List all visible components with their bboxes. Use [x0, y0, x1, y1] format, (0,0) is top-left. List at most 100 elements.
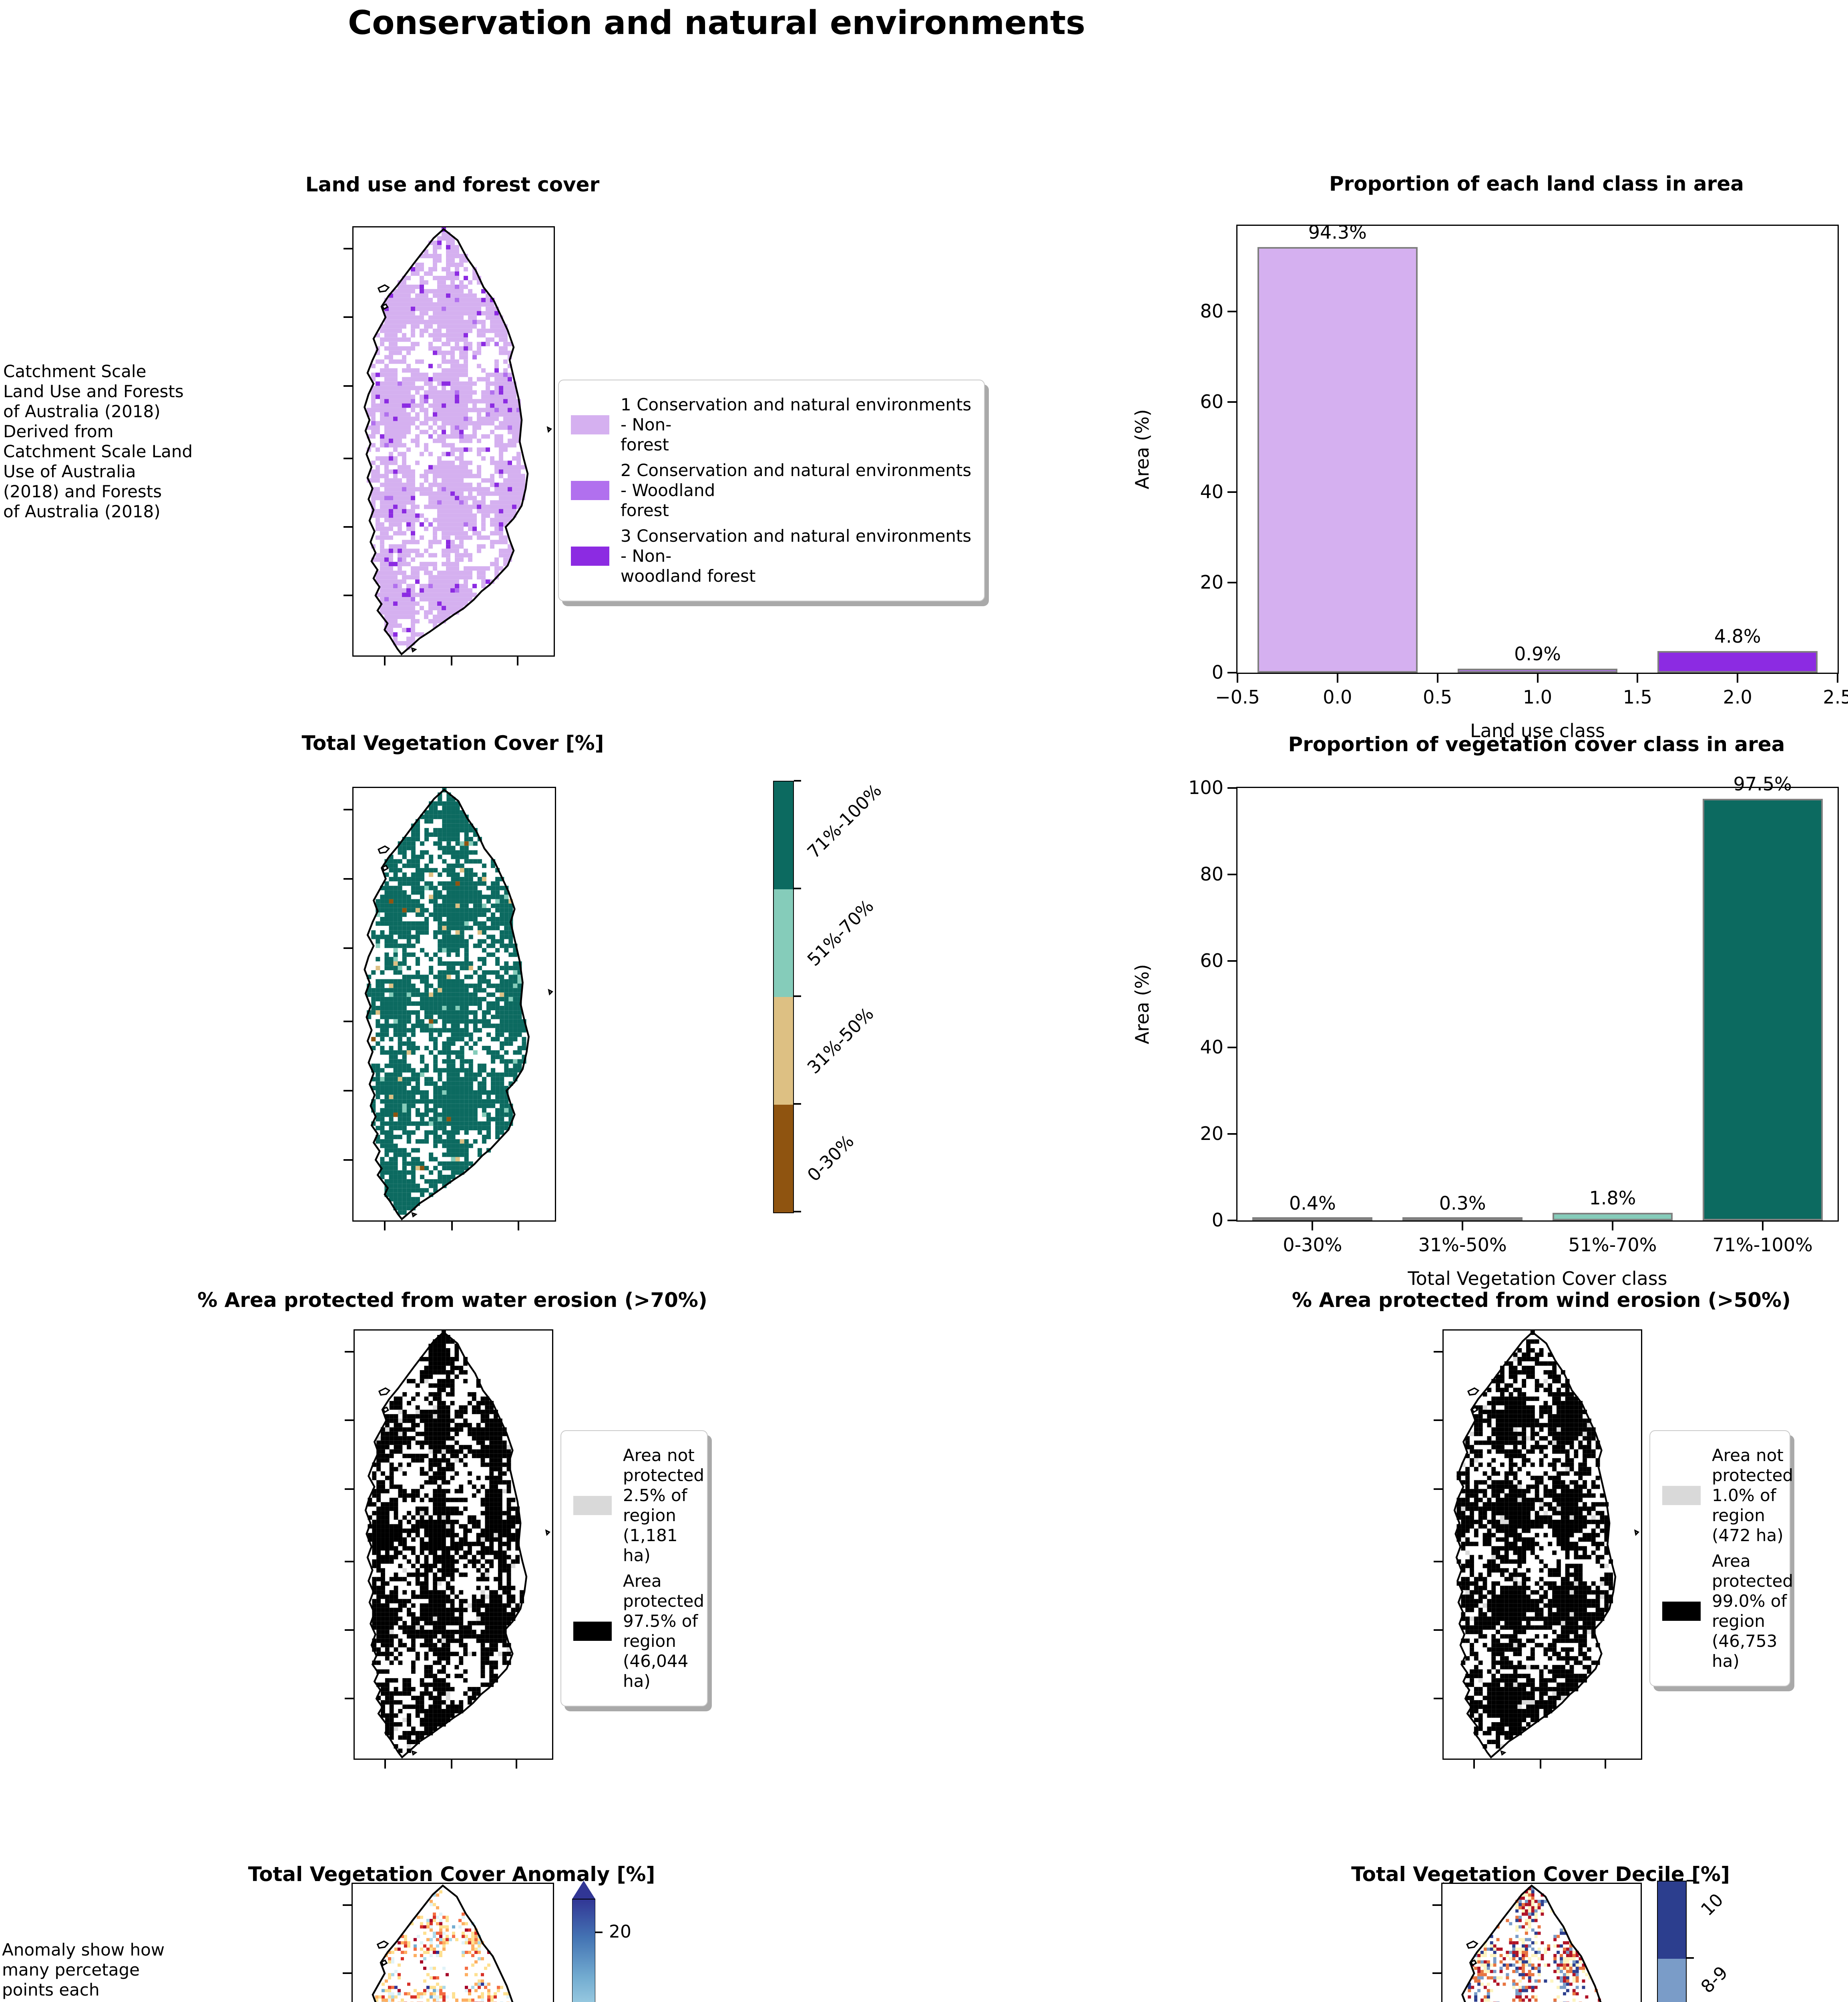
map-pixel	[420, 1112, 425, 1117]
map-pixel	[411, 271, 415, 276]
map-pixel	[393, 966, 398, 971]
map-pixel	[394, 1418, 398, 1423]
map-pixel	[398, 284, 402, 289]
map-pixel	[464, 899, 469, 904]
map-pixel	[393, 872, 398, 877]
map-pixel	[429, 1170, 434, 1175]
map-pixel	[451, 948, 456, 953]
map-pixel	[455, 364, 459, 368]
map-pixel	[450, 1475, 455, 1480]
map-pixel	[384, 311, 389, 316]
map-pixel	[450, 610, 455, 615]
map-pixel	[389, 899, 394, 904]
map-pixel	[385, 1621, 390, 1626]
map-pixel	[384, 355, 389, 360]
map-pixel	[516, 469, 521, 474]
map-pixel	[437, 416, 442, 421]
map-pixel	[468, 1045, 473, 1051]
map-pixel	[442, 1099, 447, 1104]
map-pixel	[384, 966, 389, 971]
map-pixel	[472, 293, 477, 298]
map-pixel	[494, 1555, 498, 1560]
x-tick-label: −0.5	[1215, 686, 1260, 708]
map-pixel	[376, 557, 380, 562]
map-pixel	[424, 1528, 429, 1533]
map-pixel	[498, 1449, 502, 1454]
map-pixel	[424, 478, 428, 483]
map-pixel	[415, 619, 420, 624]
map-pixel	[371, 496, 376, 500]
map-pixel	[464, 575, 468, 580]
map-pixel	[485, 1586, 490, 1590]
map-pixel	[402, 983, 407, 988]
map-pixel	[476, 1409, 481, 1414]
map-pixel	[437, 1652, 442, 1656]
map-pixel	[437, 1542, 442, 1546]
map-pixel	[442, 806, 447, 810]
map-pixel	[420, 814, 425, 819]
map-pixel	[499, 403, 503, 408]
map-pixel	[411, 1032, 416, 1037]
map-pixel	[389, 1023, 394, 1028]
map-pixel	[450, 302, 455, 307]
map-pixel	[455, 841, 460, 846]
map-pixel	[442, 430, 446, 434]
map-pixel	[371, 1121, 376, 1126]
map-pixel	[450, 1608, 455, 1612]
map-pixel	[521, 474, 525, 478]
map-pixel	[459, 324, 464, 329]
map-pixel	[468, 1090, 473, 1095]
bar	[1252, 1217, 1373, 1220]
map-pixel	[428, 1414, 433, 1419]
map-pixel	[477, 280, 481, 285]
map-pixel	[381, 1524, 385, 1529]
map-pixel	[428, 1634, 433, 1639]
map-pixel	[499, 465, 503, 470]
map-pixel	[415, 306, 420, 311]
map-pixel	[420, 421, 424, 426]
map-pixel	[464, 320, 468, 324]
map-pixel	[394, 1511, 398, 1516]
map-pixel	[473, 886, 478, 890]
map-pixel	[433, 1059, 438, 1064]
map-pixel	[384, 1152, 389, 1157]
map-pixel	[482, 1045, 486, 1051]
map-pixel	[468, 527, 472, 531]
map-pixel	[415, 1148, 420, 1153]
map-pixel	[481, 324, 486, 329]
map-pixel	[398, 482, 402, 487]
map-pixel	[491, 935, 496, 939]
map-pixel	[494, 328, 499, 333]
map-pixel	[406, 553, 411, 558]
map-pixel	[428, 619, 433, 624]
map-pixel	[389, 350, 393, 355]
map-pixel	[393, 619, 398, 624]
map-pixel	[441, 1520, 446, 1524]
map-pixel	[429, 819, 434, 824]
map-pixel	[477, 1001, 482, 1006]
map-pixel	[424, 394, 428, 399]
map-pixel	[498, 1453, 502, 1458]
map-pixel	[446, 320, 450, 324]
map-pixel	[486, 1121, 491, 1126]
map-pixel	[494, 1458, 498, 1463]
map-pixel	[472, 315, 477, 320]
map-pixel	[490, 311, 494, 316]
map-pixel	[450, 1559, 455, 1564]
map-pixel	[402, 1392, 407, 1397]
map-pixel	[437, 615, 442, 619]
map-pixel	[495, 975, 500, 979]
map-pixel	[393, 1206, 398, 1210]
map-pixel	[446, 531, 450, 536]
map-pixel	[406, 562, 411, 567]
map-pixel	[464, 1010, 469, 1015]
map-pixel	[406, 350, 411, 355]
map-pixel	[490, 482, 494, 487]
map-pixel	[446, 935, 451, 939]
map-pixel	[376, 1032, 380, 1037]
map-pixel	[371, 469, 376, 474]
map-pixel	[490, 320, 494, 324]
map-pixel	[499, 469, 503, 474]
map-pixel	[384, 1019, 389, 1024]
map-pixel	[498, 1467, 502, 1471]
